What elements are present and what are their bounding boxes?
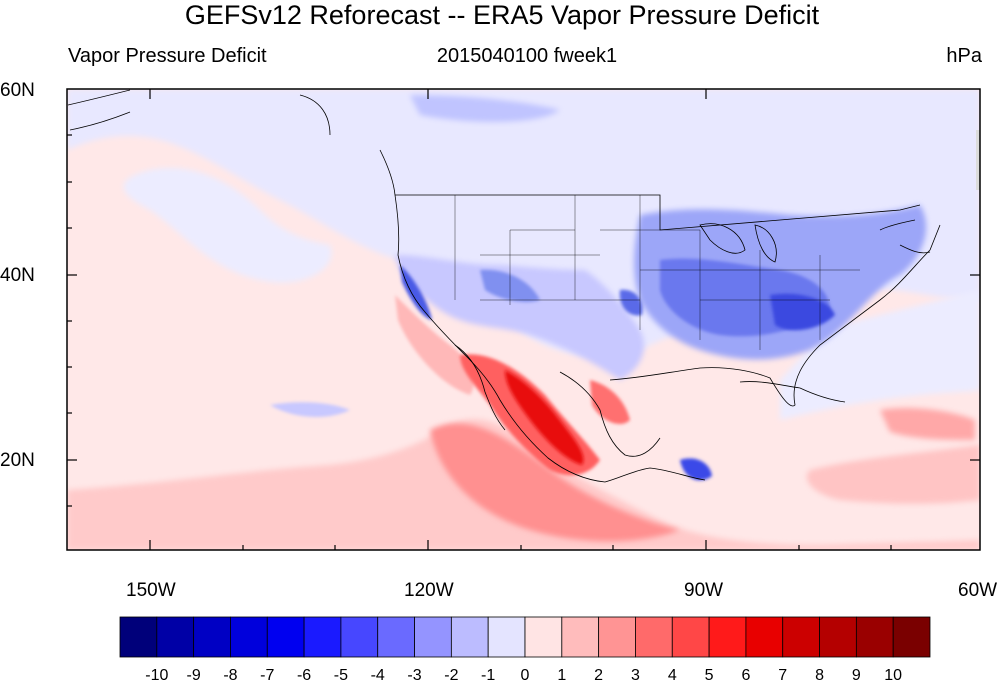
lat-label-60n: 60N bbox=[0, 80, 35, 101]
colorbar-swatch bbox=[892, 616, 931, 658]
colorbar-swatch bbox=[193, 616, 231, 658]
colorbar-swatch bbox=[561, 616, 600, 658]
date-label: 2015040100 fweek1 bbox=[436, 45, 618, 67]
colorbar-swatch bbox=[708, 616, 747, 658]
colorbar-swatch bbox=[414, 616, 452, 658]
colorbar-swatch bbox=[266, 616, 305, 658]
colorbar-tick-label: -5 bbox=[333, 667, 349, 684]
units-label: hPa bbox=[946, 45, 982, 67]
colorbar-tick-label: 0 bbox=[520, 667, 530, 684]
colorbar-tick-label: -3 bbox=[407, 667, 422, 684]
colorbar-swatch bbox=[635, 616, 673, 658]
colorbar-swatch bbox=[377, 616, 415, 658]
colorbar-swatch bbox=[156, 616, 195, 658]
lat-label-20n: 20N bbox=[0, 450, 35, 471]
colorbar-tick-label: -8 bbox=[223, 667, 238, 684]
colorbar-swatch bbox=[524, 616, 563, 658]
colorbar-tick-label: -2 bbox=[444, 667, 459, 684]
lat-label-40n: 40N bbox=[0, 265, 35, 286]
coastlines bbox=[67, 89, 941, 483]
lon-label-90w: 90W bbox=[684, 580, 724, 601]
map-field bbox=[67, 89, 980, 550]
colorbar-tick-label: 4 bbox=[667, 667, 677, 684]
colorbar-tick-label: -1 bbox=[481, 667, 496, 684]
colorbar-swatch bbox=[671, 616, 710, 658]
colorbar-tick-label: 5 bbox=[704, 667, 714, 684]
colorbar-swatch bbox=[819, 616, 857, 658]
chart-title: GEFSv12 Reforecast -- ERA5 Vapor Pressur… bbox=[184, 0, 820, 30]
colorbar-tick-label: -10 bbox=[145, 667, 169, 684]
colorbar-swatch bbox=[782, 616, 820, 658]
lon-label-60w: 60W bbox=[958, 580, 998, 601]
colorbar-tick-label: 6 bbox=[741, 667, 751, 684]
colorbar-swatch bbox=[487, 616, 526, 658]
colorbar-tick-label: -7 bbox=[260, 667, 275, 684]
colorbar-swatch bbox=[855, 616, 894, 658]
colorbar-tick-label: 10 bbox=[884, 667, 903, 684]
axis-ticks bbox=[67, 89, 980, 550]
lon-label-120w: 120W bbox=[404, 580, 454, 601]
colorbar-swatch bbox=[450, 616, 489, 658]
state-boundaries bbox=[454, 195, 860, 350]
colorbar-swatch bbox=[303, 616, 342, 658]
map-frame bbox=[66, 88, 981, 551]
lon-label-150w: 150W bbox=[126, 580, 176, 601]
colorbar-tick-label: -6 bbox=[296, 667, 312, 684]
colorbar-swatch bbox=[119, 616, 158, 658]
colorbar-tick-label: 9 bbox=[851, 667, 861, 684]
variable-label: Vapor Pressure Deficit bbox=[68, 45, 267, 67]
colorbar-tick-label: -4 bbox=[370, 667, 385, 684]
colorbar-tick-label: 3 bbox=[631, 667, 640, 684]
colorbar-tick-label: 1 bbox=[557, 667, 567, 684]
colorbar-swatch bbox=[598, 616, 636, 658]
colorbar-tick-label: 2 bbox=[594, 667, 604, 684]
colorbar-swatch bbox=[230, 616, 268, 658]
colorbar-swatch bbox=[745, 616, 784, 658]
colorbar-tick-label: 8 bbox=[815, 667, 824, 684]
colorbar-tick-label: -9 bbox=[186, 667, 201, 684]
colorbar-swatch bbox=[340, 616, 379, 658]
colorbar-tick-label: 7 bbox=[778, 667, 788, 684]
colorbar bbox=[119, 616, 931, 658]
